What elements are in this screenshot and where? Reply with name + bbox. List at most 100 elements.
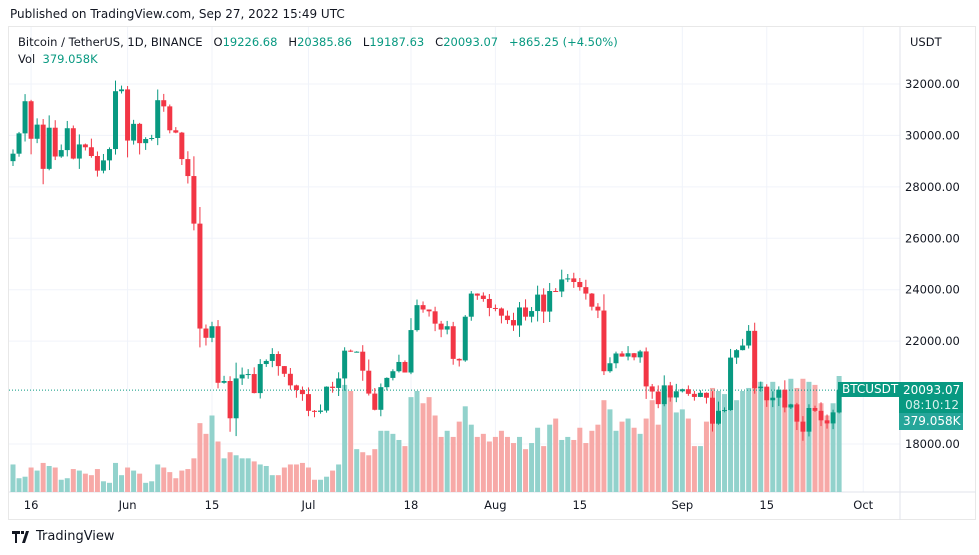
volume-bar	[366, 455, 372, 492]
candle-body	[625, 353, 631, 357]
volume-bar	[595, 424, 601, 492]
candle-body	[119, 89, 125, 92]
candle-body	[215, 326, 221, 383]
candle-body	[709, 397, 715, 424]
candle-body	[637, 351, 643, 358]
volume-bar	[703, 421, 709, 492]
volume-bar	[770, 381, 776, 492]
volume-bar	[281, 467, 287, 492]
volume-bar	[824, 415, 830, 492]
candle-body	[432, 311, 438, 324]
candle-body	[167, 106, 173, 131]
x-tick-label: 18	[404, 498, 419, 512]
candle-body	[601, 310, 607, 372]
x-tick-label: Jul	[301, 498, 316, 512]
candle-body	[137, 123, 143, 144]
volume-bar	[299, 462, 305, 492]
candle-body	[348, 350, 354, 352]
axis-unit: USDT	[910, 35, 942, 49]
y-tick-label: 18000.00	[905, 437, 960, 451]
volume-bar	[661, 387, 667, 492]
candle-body	[16, 133, 22, 154]
low-label: L	[362, 35, 370, 49]
candle-body	[125, 89, 131, 141]
high-label: H	[288, 35, 298, 49]
y-tick-label: 32000.00	[905, 77, 960, 91]
volume-bar	[305, 467, 311, 492]
candle-body	[697, 392, 703, 397]
volume-bar	[812, 384, 818, 492]
candle-body	[88, 147, 94, 156]
volume-legend: Vol 379.058K	[18, 52, 98, 66]
volume-bar	[709, 387, 715, 492]
volume-bar	[106, 482, 112, 492]
x-tick-label: 15	[572, 498, 587, 512]
volume-bar	[782, 400, 788, 492]
volume-bar	[324, 476, 330, 492]
candle-body	[414, 305, 420, 331]
candle-body	[396, 361, 402, 372]
volume-bar	[251, 461, 257, 492]
candle-body	[462, 316, 468, 361]
candle-body	[161, 100, 167, 107]
volume-bar	[679, 409, 685, 492]
volume-bar	[28, 467, 34, 492]
volume-bar	[318, 479, 324, 492]
volume-bar	[82, 473, 88, 492]
volume-bar	[722, 394, 728, 492]
candle-body	[52, 127, 58, 157]
volume-bar	[456, 421, 462, 492]
candle-body	[679, 389, 685, 392]
volume-bar	[58, 479, 64, 492]
candle-body	[444, 326, 450, 330]
volume-bar	[137, 473, 143, 492]
chart-frame[interactable]	[8, 26, 976, 520]
volume-bar	[426, 397, 432, 492]
candle-body	[330, 386, 336, 388]
candle-body	[239, 374, 245, 379]
candle-body	[746, 330, 752, 346]
volume-tag: 379.058K	[899, 413, 963, 430]
candle-body	[402, 361, 408, 373]
y-tick-label: 28000.00	[905, 180, 960, 194]
candle-body	[227, 380, 233, 419]
low-value: 19187.63	[369, 35, 425, 49]
volume-bar	[408, 397, 414, 492]
candle-body	[275, 353, 281, 367]
last-price-tag: 20093.07 08:10:12	[899, 382, 963, 413]
candle-body	[565, 278, 571, 280]
candle-body	[263, 360, 269, 365]
volume-bar	[740, 391, 746, 492]
candle-body	[498, 308, 504, 316]
volume-bar	[336, 464, 342, 492]
volume-bar	[94, 469, 100, 492]
candle-body	[661, 385, 667, 405]
volume-label: Vol	[18, 52, 36, 66]
volume-bar	[510, 443, 516, 492]
volume-bar	[293, 464, 299, 492]
candle-body	[76, 144, 82, 159]
volume-bar	[697, 446, 703, 492]
candle-body	[312, 410, 317, 412]
candle-body	[113, 91, 119, 150]
volume-bar	[523, 449, 529, 492]
candle-body	[655, 391, 661, 405]
volume-bar	[818, 403, 824, 492]
candle-body	[836, 390, 842, 413]
volume-bar	[806, 381, 812, 492]
candle-body	[824, 420, 830, 424]
candle-body	[299, 389, 305, 395]
candle-body	[293, 385, 299, 390]
footer[interactable]: TradingView	[12, 529, 115, 544]
volume-bar	[40, 462, 46, 492]
candle-body	[173, 130, 179, 133]
candle-body	[667, 385, 673, 398]
candle-body	[559, 279, 565, 292]
candle-body	[740, 345, 746, 351]
candle-body	[649, 386, 655, 392]
candle-body	[185, 159, 191, 177]
candle-body	[547, 290, 553, 312]
volume-bar	[348, 391, 354, 492]
volume-bar	[517, 436, 523, 492]
